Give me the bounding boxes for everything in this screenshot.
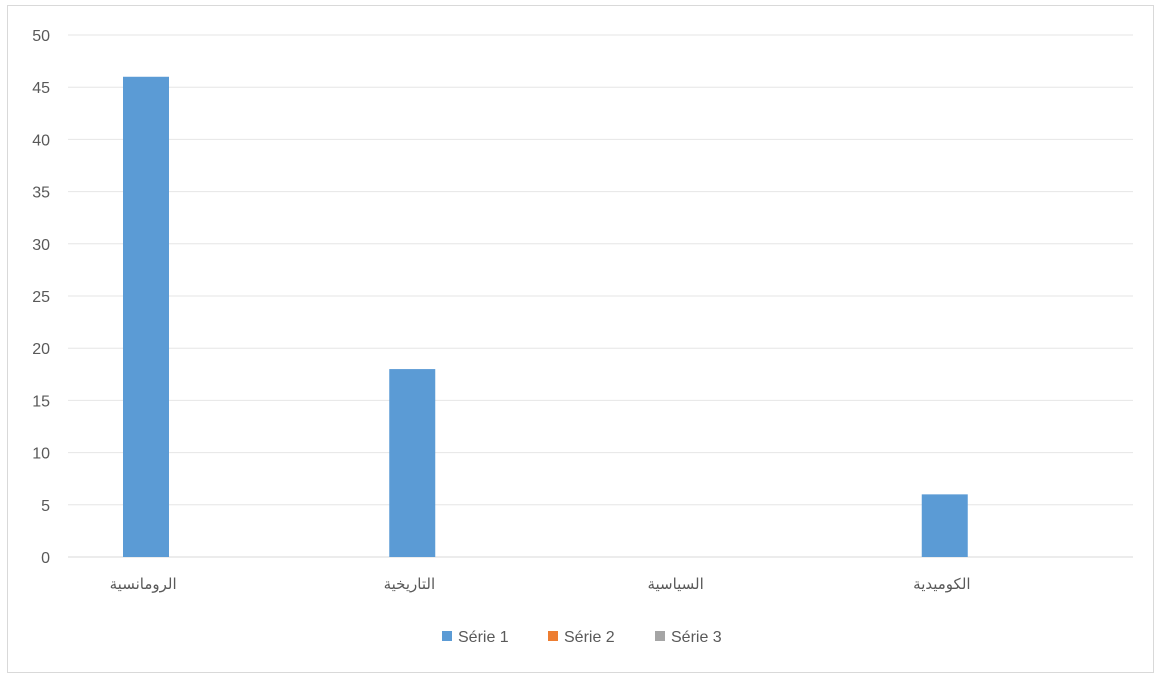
legend-label: Série 3 — [671, 629, 722, 646]
category-label: التاريخية — [384, 575, 436, 593]
category-labels: الرومانسية التاريخية السياسية الكوميدية — [110, 575, 971, 593]
category-label: السياسية — [647, 575, 703, 593]
legend-swatch — [655, 631, 665, 641]
category-label: الرومانسية — [110, 575, 177, 593]
y-tick-label: 50 — [32, 28, 50, 45]
y-axis-tick-labels: 0 5 10 15 20 25 30 35 40 45 50 — [32, 28, 50, 567]
y-tick-label: 35 — [32, 185, 50, 202]
legend-swatch — [548, 631, 558, 641]
bar[interactable] — [921, 494, 968, 557]
gridlines — [68, 34, 1133, 558]
y-tick-label: 0 — [41, 550, 50, 567]
y-tick-label: 45 — [32, 80, 50, 97]
y-tick-label: 25 — [32, 289, 50, 306]
category-label: الكوميدية — [913, 575, 970, 593]
legend-swatch — [442, 631, 452, 641]
bars — [123, 76, 968, 557]
y-tick-label: 30 — [32, 237, 50, 254]
y-tick-label: 10 — [32, 446, 50, 463]
y-tick-label: 40 — [32, 132, 50, 149]
legend-label: Série 1 — [458, 629, 509, 646]
legend-label: Série 2 — [564, 629, 615, 646]
y-tick-label: 20 — [32, 341, 50, 358]
chart-frame — [7, 5, 1154, 673]
y-tick-label: 15 — [32, 393, 50, 410]
bar[interactable] — [123, 76, 169, 557]
y-tick-label: 5 — [41, 498, 50, 515]
legend[interactable]: Série 1 Série 2 Série 3 — [442, 629, 722, 646]
bar[interactable] — [389, 369, 436, 557]
